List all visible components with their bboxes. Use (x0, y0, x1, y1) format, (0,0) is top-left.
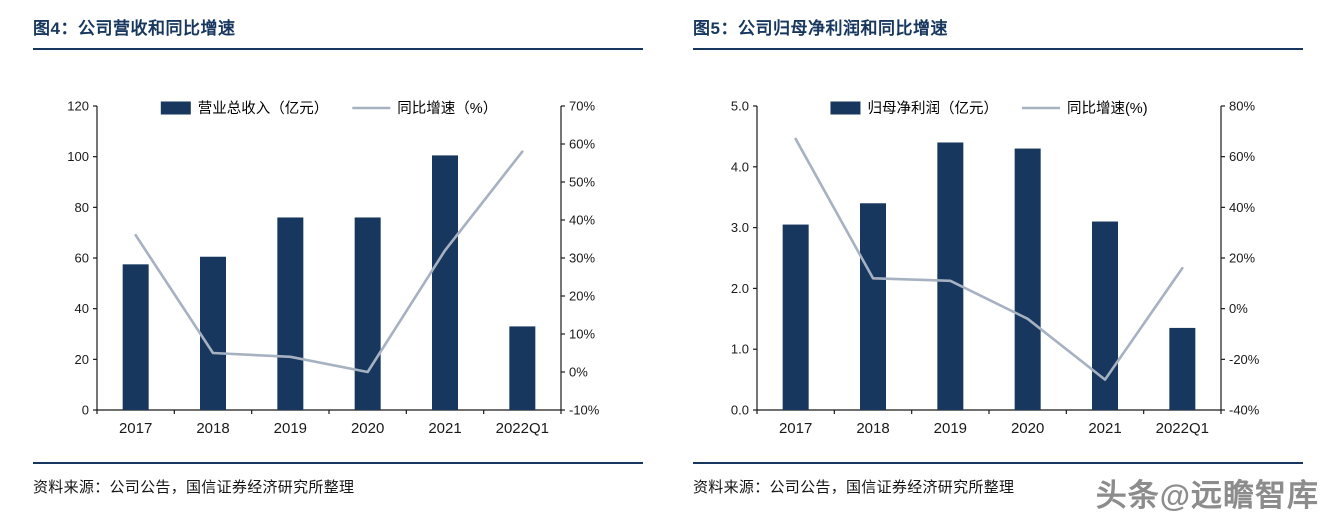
legend: 营业总收入（亿元） 同比增速（%） (160, 100, 497, 117)
figure-4-title-rule (33, 48, 643, 50)
right-tick-label: 40% (1229, 200, 1255, 215)
left-tick-label: 0.0 (731, 403, 749, 418)
bar-2020 (1014, 148, 1041, 410)
right-tick-label: 70% (569, 99, 595, 114)
growth-line (794, 137, 1184, 381)
bar-2021 (432, 155, 458, 410)
figure-4-source-rule (33, 462, 643, 464)
bars-series (122, 155, 536, 410)
right-tick-label: 50% (569, 175, 595, 190)
x-tick-label: 2020 (351, 420, 384, 437)
bar-2020 (354, 217, 381, 410)
x-tick-label: 2018 (856, 420, 889, 437)
legend-label: 同比增速(%) (1067, 100, 1148, 117)
legend-bar-swatch (830, 101, 861, 115)
figure-5-title-rule (693, 48, 1303, 50)
left-tick-label: 0 (82, 403, 89, 418)
figure-4-chart: 0 20 40 60 80 100 120 -10% 0% 10% 20% 30% 40% 50% 60% 7… (67, 99, 600, 438)
axes (93, 105, 565, 414)
bar-2018 (200, 256, 226, 410)
left-tick-label: 4.0 (731, 159, 749, 174)
legend-label: 营业总收入（亿元） (198, 100, 329, 117)
legend: 归母净利润（亿元） 同比增速(%) (830, 100, 1148, 117)
left-tick-label: 60 (75, 251, 89, 266)
bar-2019 (937, 142, 964, 410)
left-axis-labels: 0 20 40 60 80 100 120 (67, 99, 89, 418)
figure-4-chart-area: 0 20 40 60 80 100 120 -10% 0% 10% 20% 30% 40% 50% 60% 7… (33, 50, 643, 462)
bars-series (782, 142, 1196, 410)
watermark: 头条@远瞻智库 (1095, 478, 1319, 513)
right-tick-label: 0% (569, 365, 588, 380)
legend-bar-swatch (160, 101, 191, 115)
right-axis-labels: -40% -20% 0% 20% 40% 60% 80% (1229, 99, 1260, 418)
x-tick-label: 2022Q1 (496, 420, 549, 437)
x-tick-label: 2018 (196, 420, 229, 437)
right-tick-label: 20% (569, 289, 595, 304)
right-axis-labels: -10% 0% 10% 20% 30% 40% 50% 60% 70% (569, 99, 600, 418)
left-tick-label: 20 (75, 352, 89, 367)
x-tick-label: 2017 (779, 420, 812, 437)
left-tick-label: 3.0 (731, 220, 749, 235)
figure-5-panel: 图5：公司归母净利润和同比增速 0.0 1.0 2.0 3.0 4.0 5.0 -40% -2… (693, 14, 1303, 497)
right-tick-label: 80% (1229, 99, 1255, 114)
left-tick-label: 2.0 (731, 281, 749, 296)
right-tick-label: 60% (569, 137, 595, 152)
left-tick-label: 80 (75, 200, 89, 215)
right-tick-label: 30% (569, 251, 595, 266)
legend-label: 同比增速（%） (397, 100, 497, 117)
figure-panels: 图4：公司营收和同比增速 0 20 40 60 80 100 120 -10% 0% 10% 20%… (33, 14, 1303, 497)
axes (753, 105, 1225, 414)
bar-2017 (122, 264, 149, 410)
x-tick-label: 2021 (428, 420, 461, 437)
x-tick-label: 2020 (1011, 420, 1044, 437)
x-tick-label: 2021 (1088, 420, 1121, 437)
figure-5-chart-area: 0.0 1.0 2.0 3.0 4.0 5.0 -40% -20% 0% 20% 40% 60% 80%… (693, 50, 1303, 462)
right-tick-label: 20% (1229, 251, 1255, 266)
x-tick-label: 2017 (119, 420, 152, 437)
bar-2019 (277, 217, 304, 410)
right-tick-label: 0% (1229, 301, 1248, 316)
right-tick-label: -10% (569, 403, 600, 418)
right-tick-label: 60% (1229, 149, 1255, 164)
right-tick-label: 40% (569, 213, 595, 228)
left-tick-label: 5.0 (731, 99, 749, 114)
figure-4-panel: 图4：公司营收和同比增速 0 20 40 60 80 100 120 -10% 0% 10% 20%… (33, 14, 643, 497)
bar-2018 (860, 203, 886, 410)
left-tick-label: 120 (67, 99, 89, 114)
x-tick-label: 2022Q1 (1156, 420, 1209, 437)
bar-2021 (1092, 221, 1118, 410)
right-tick-label: -40% (1229, 403, 1260, 418)
bar-2022Q1 (1169, 327, 1196, 410)
figure-5-source: 资料来源：公司公告，国信证券经济研究所整理 (693, 479, 1015, 496)
left-tick-label: 1.0 (731, 342, 749, 357)
x-axis-labels: 2017 2018 2019 2020 2021 2022Q1 (119, 420, 549, 437)
right-tick-label: -20% (1229, 352, 1260, 367)
left-tick-label: 100 (67, 149, 89, 164)
left-axis-labels: 0.0 1.0 2.0 3.0 4.0 5.0 (731, 99, 749, 418)
bar-2022Q1 (509, 326, 536, 410)
right-tick-label: 10% (569, 327, 595, 342)
x-tick-label: 2019 (274, 420, 307, 437)
figure-4-title: 图4：公司营收和同比增速 (33, 19, 236, 38)
growth-line (134, 150, 524, 374)
legend-label: 归母净利润（亿元） (867, 100, 998, 117)
figure-5-source-rule (693, 462, 1303, 464)
x-axis-labels: 2017 2018 2019 2020 2021 2022Q1 (779, 420, 1209, 437)
figure-5-chart: 0.0 1.0 2.0 3.0 4.0 5.0 -40% -20% 0% 20% 40% 60% 80%… (731, 99, 1260, 438)
x-tick-label: 2019 (934, 420, 967, 437)
figure-4-source: 资料来源：公司公告，国信证券经济研究所整理 (33, 479, 355, 496)
bar-2017 (782, 224, 809, 410)
figure-5-title: 图5：公司归母净利润和同比增速 (693, 19, 948, 38)
left-tick-label: 40 (75, 301, 89, 316)
